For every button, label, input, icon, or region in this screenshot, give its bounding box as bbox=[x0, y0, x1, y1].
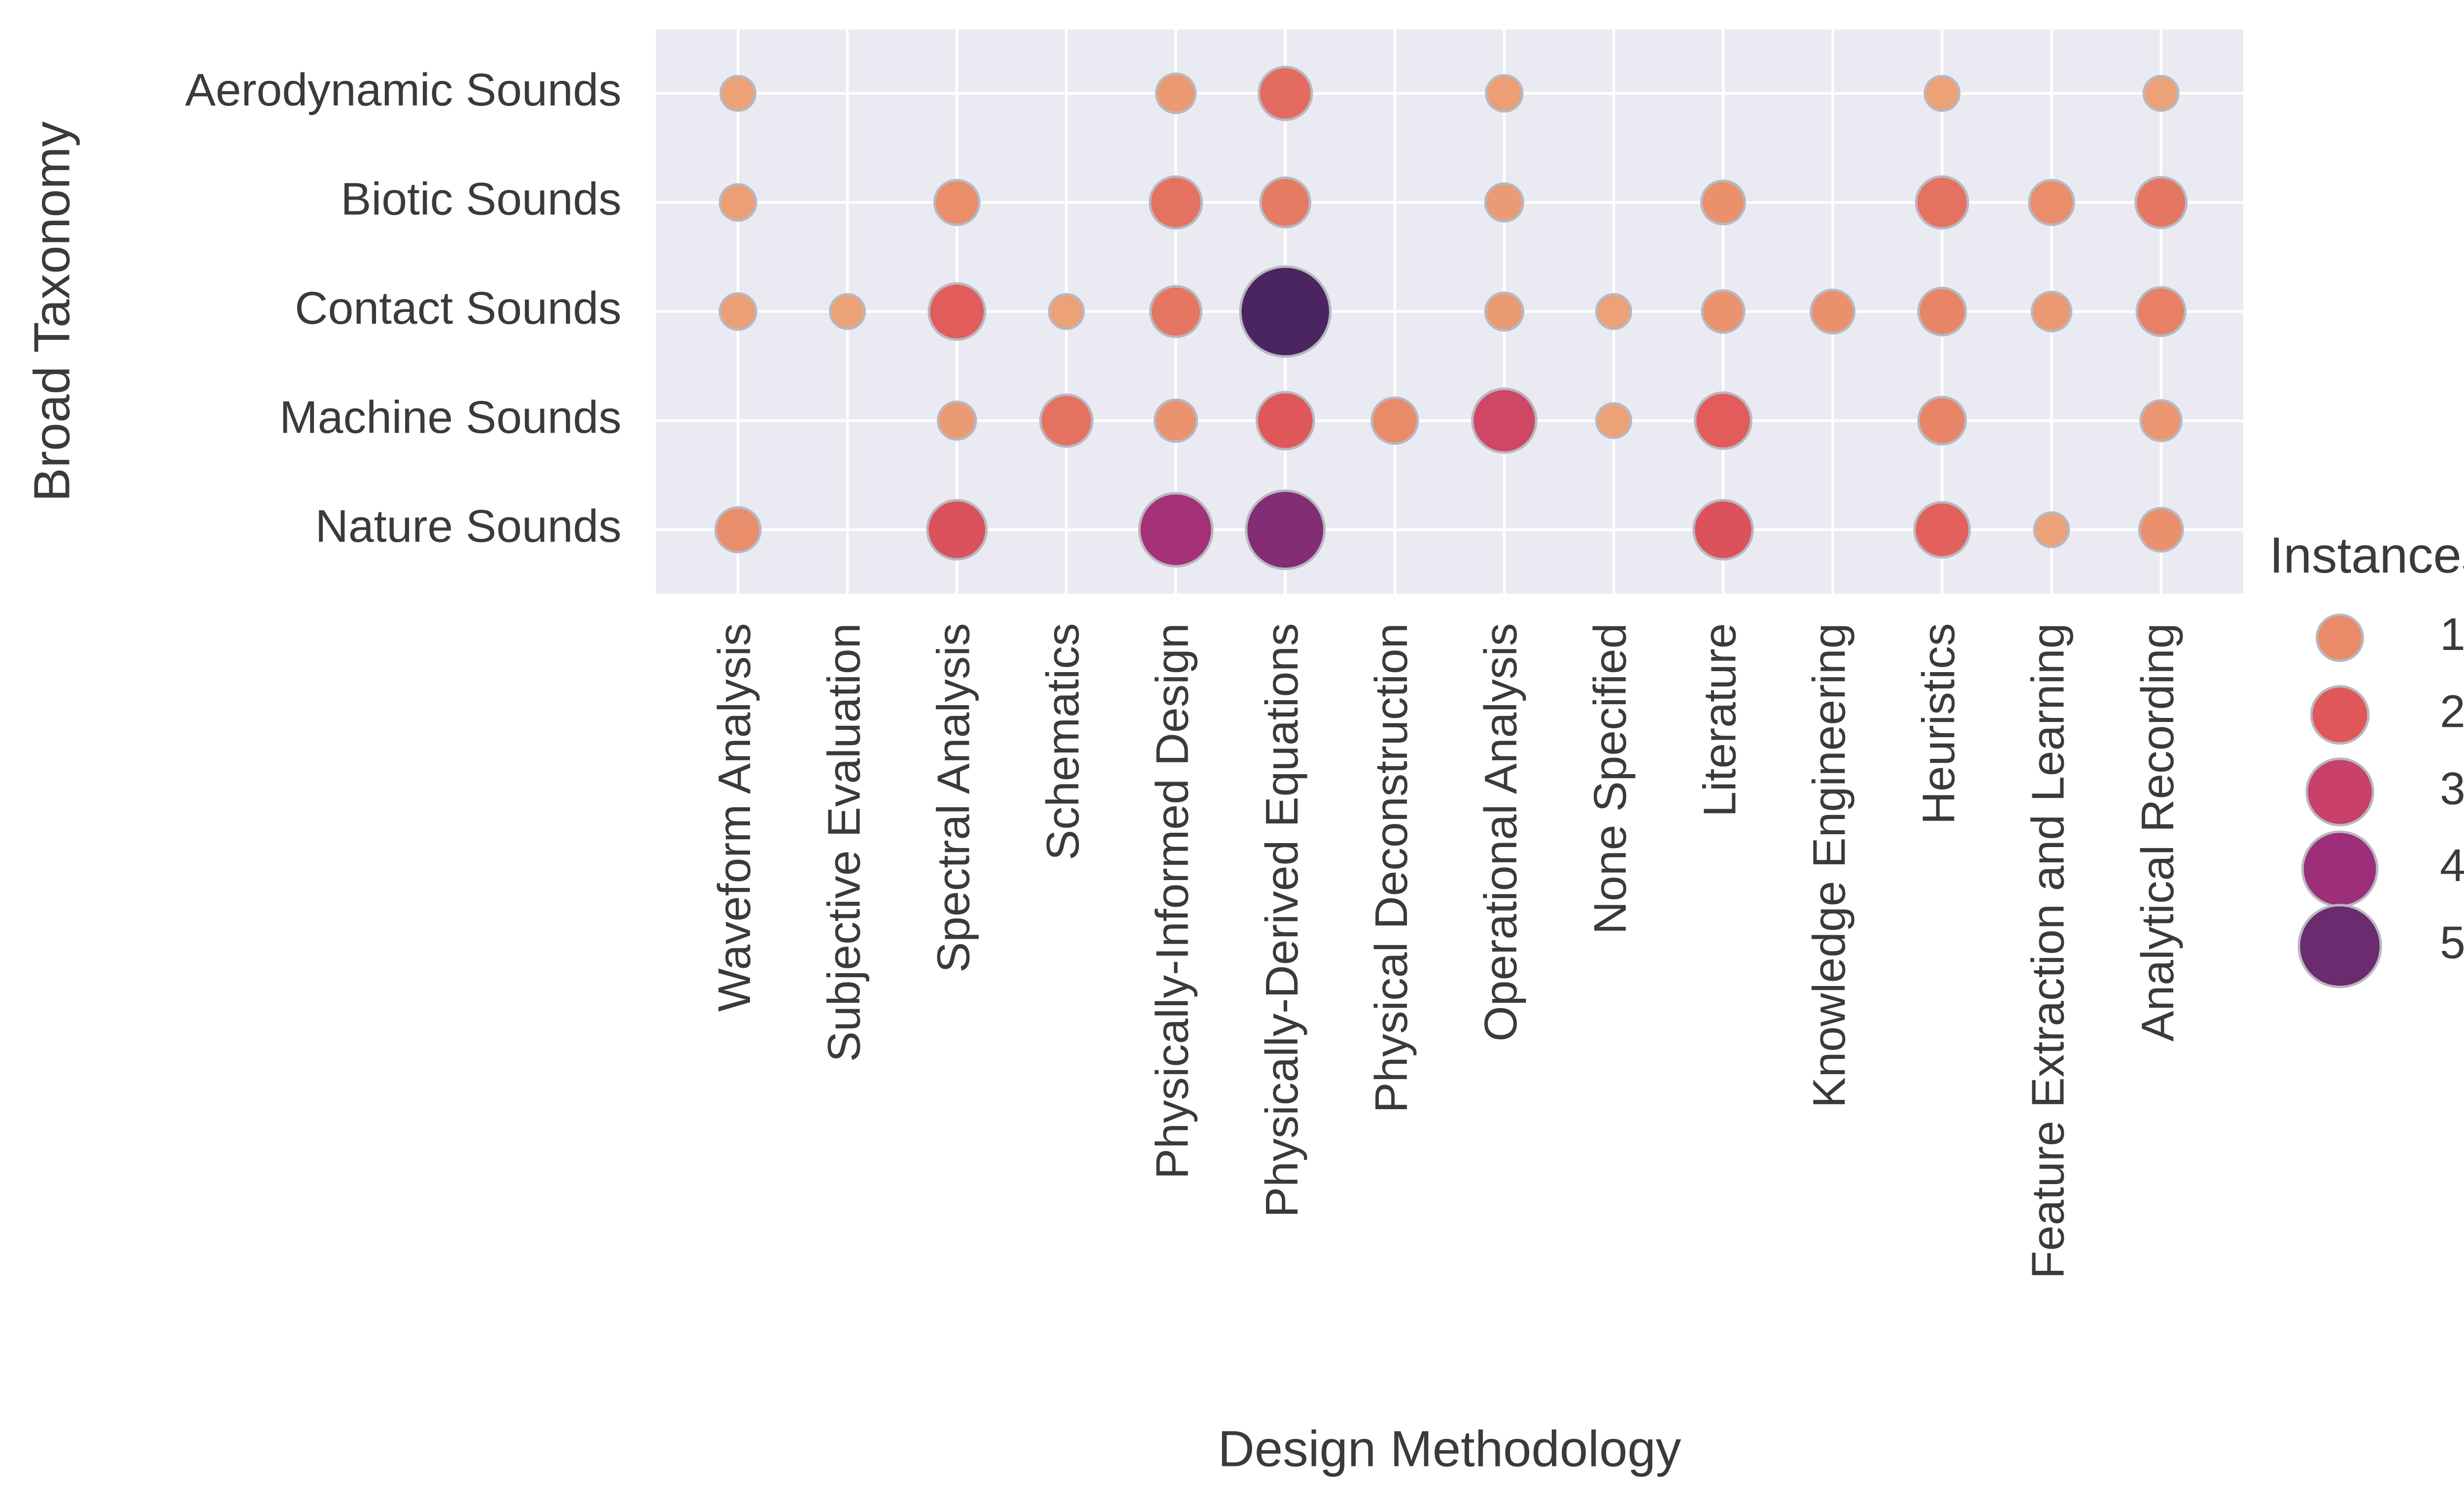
x-tick-label: Knowledge Engineering bbox=[1803, 623, 1854, 1108]
bubble bbox=[2134, 175, 2188, 229]
x-tick-label: Heuristics bbox=[1913, 623, 1964, 824]
legend-label: 30 bbox=[2440, 763, 2464, 814]
x-tick-label: Subjective Evaluation bbox=[818, 623, 869, 1062]
x-tick-label: Analytical Recording bbox=[2132, 623, 2183, 1041]
marks bbox=[714, 66, 2188, 571]
bubble bbox=[829, 293, 866, 330]
legend: Instances 10 20 30 40 50 bbox=[2269, 527, 2464, 988]
bubble bbox=[1484, 182, 1525, 223]
x-tick-label: Spectral Analysis bbox=[927, 623, 979, 972]
bubble bbox=[1039, 393, 1094, 448]
bubble bbox=[1257, 66, 1313, 121]
legend-label: 10 bbox=[2440, 609, 2464, 660]
y-tick-label: Aerodynamic Sounds bbox=[185, 64, 622, 115]
bubble bbox=[719, 292, 757, 331]
bubble bbox=[2139, 399, 2183, 442]
bubble bbox=[2142, 75, 2180, 112]
bubble bbox=[1810, 288, 1856, 335]
bubble bbox=[2028, 179, 2075, 226]
x-tick-label: Physically-Derived Equations bbox=[1256, 623, 1307, 1217]
legend-marker bbox=[2305, 757, 2374, 827]
bubble bbox=[1917, 396, 1967, 445]
bubble bbox=[1155, 72, 1197, 114]
bubble bbox=[1259, 176, 1311, 229]
bubble bbox=[926, 499, 988, 561]
legend-label: 20 bbox=[2440, 685, 2464, 737]
bubble bbox=[1484, 291, 1525, 332]
bubble bbox=[937, 400, 977, 441]
x-tick-label: Feature Extraction and Learning bbox=[2022, 623, 2074, 1279]
bubble bbox=[1138, 492, 1214, 568]
bubble bbox=[1595, 402, 1632, 440]
x-tick-label: Physical Deconstruction bbox=[1366, 623, 1417, 1113]
y-tick-label: Contact Sounds bbox=[295, 282, 621, 334]
bubble bbox=[1149, 285, 1202, 339]
bubble bbox=[1700, 179, 1746, 226]
bubble bbox=[719, 183, 757, 222]
legend-title: Instances bbox=[2269, 527, 2464, 583]
bubble bbox=[1694, 391, 1753, 450]
legend-marker bbox=[2310, 685, 2370, 745]
bubble bbox=[1239, 265, 1332, 358]
bubble bbox=[2030, 291, 2073, 333]
bubble bbox=[1153, 398, 1198, 443]
legend-marker bbox=[2301, 830, 2379, 908]
x-tick-label: Waveform Analysis bbox=[709, 623, 760, 1012]
bubble bbox=[1485, 74, 1524, 113]
bubble bbox=[2135, 286, 2187, 337]
y-axis-title: Broad Taxonomy bbox=[23, 121, 80, 502]
x-axis-title: Design Methodology bbox=[1218, 1420, 1681, 1477]
bubble bbox=[1915, 175, 1969, 230]
bubble bbox=[1245, 489, 1326, 571]
bubble bbox=[1701, 289, 1745, 334]
bubble bbox=[927, 282, 987, 341]
bubble bbox=[1048, 293, 1085, 330]
bubble bbox=[1148, 175, 1203, 230]
bubble bbox=[1923, 75, 1961, 112]
bubble bbox=[1913, 501, 1971, 559]
legend-label: 50 bbox=[2440, 917, 2464, 968]
bubble bbox=[1471, 387, 1538, 454]
bubble bbox=[2033, 511, 2070, 548]
bubble bbox=[1917, 286, 1967, 337]
bubble bbox=[1692, 499, 1754, 561]
legend-marker bbox=[2316, 613, 2364, 662]
y-tick-label: Nature Sounds bbox=[315, 501, 621, 552]
bubble bbox=[1595, 293, 1632, 330]
x-tick-label: None Specified bbox=[1584, 623, 1636, 934]
bubble bbox=[719, 75, 756, 112]
y-tick-label: Machine Sounds bbox=[279, 391, 621, 442]
y-tick-label: Biotic Sounds bbox=[341, 173, 621, 224]
bubble bbox=[1370, 396, 1419, 445]
bubble bbox=[2138, 507, 2184, 553]
bubble bbox=[714, 506, 762, 553]
legend-label: 40 bbox=[2440, 840, 2464, 891]
bubble bbox=[1255, 391, 1315, 451]
x-tick-label: Literature bbox=[1694, 623, 1745, 817]
x-tick-label: Operational Analysis bbox=[1475, 623, 1526, 1041]
bubble bbox=[933, 179, 981, 226]
x-tick-label: Schematics bbox=[1037, 623, 1089, 860]
x-tick-label: Physically-Informed Design bbox=[1147, 623, 1198, 1179]
legend-marker bbox=[2297, 904, 2382, 988]
